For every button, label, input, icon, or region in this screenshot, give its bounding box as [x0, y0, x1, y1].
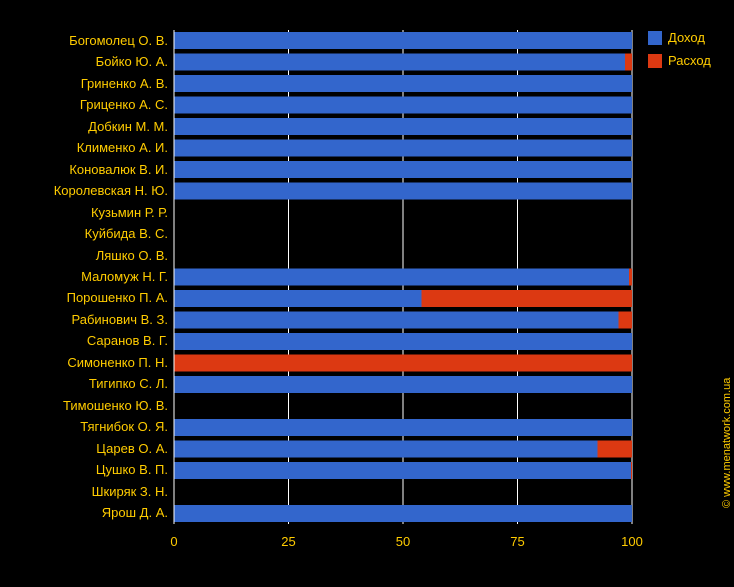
category-label: Гриненко А. В. [80, 75, 168, 91]
bar-expense-19 [597, 440, 632, 458]
category-label: Ляшко О. В. [95, 247, 168, 263]
bar-expense-11 [628, 268, 632, 286]
bar-income-5 [174, 139, 632, 157]
category-label: Маломуж Н. Г. [81, 269, 168, 284]
category-label: Добкин М. М. [88, 118, 168, 134]
category-label: Коновалюк В. И. [69, 161, 168, 177]
category-label: Гриценко А. С. [79, 97, 168, 113]
bar-income-13 [174, 311, 619, 329]
category-label: Бойко Ю. А. [95, 54, 168, 70]
category-label: Богомолец О. В. [69, 32, 168, 48]
tick-label-75: 75 [510, 534, 525, 549]
category-label: Тигипко С. Л. [88, 376, 168, 392]
watermark-text: © www.menatwork.com.ua [721, 377, 733, 508]
bar-income-14 [174, 332, 632, 350]
bar-income-0 [174, 32, 632, 50]
bar-income-6 [174, 161, 632, 179]
bar-expense-15 [174, 354, 632, 372]
category-label: Царев О. А. [96, 440, 168, 456]
bar-expense-12 [421, 289, 632, 307]
bar-income-3 [174, 96, 632, 114]
bar-income-1 [174, 53, 626, 71]
category-label: Ярош Д. А. [101, 505, 168, 521]
tick-label-50: 50 [395, 534, 411, 549]
bar-income-11 [174, 268, 629, 286]
bar-income-18 [174, 418, 632, 436]
legend-item-income: Доход [648, 30, 728, 46]
category-label: Шкиряк З. Н. [91, 483, 168, 499]
bar-income-19 [174, 440, 598, 458]
legend-item-expense: Расход [648, 53, 728, 69]
category-label: Порошенко П. А. [66, 290, 168, 306]
category-label: Королевская Н. Ю. [53, 183, 168, 199]
category-label: Саранов В. Г. [86, 333, 168, 349]
legend-swatch-expense [648, 54, 662, 68]
category-label: Кузьмин Р. Р. [90, 204, 168, 220]
category-label: Тягнибок О. Я. [80, 419, 168, 435]
bar-income-12 [174, 289, 422, 307]
legend-label-income: Доход [668, 30, 705, 45]
bar-income-16 [174, 375, 632, 393]
bar-income-22 [174, 504, 632, 522]
category-label: Симоненко П. Н. [67, 354, 168, 370]
category-label: Цушко В. П. [95, 462, 168, 478]
bar-income-2 [174, 75, 632, 93]
tick-label-100: 100 [621, 534, 643, 549]
category-label: Тимошенко Ю. В. [63, 397, 168, 413]
bar-income-4 [174, 118, 632, 136]
tick-label-0: 0 [170, 534, 178, 549]
bar-expense-13 [618, 311, 632, 329]
category-label: Рабинович В. З. [71, 311, 169, 327]
category-label: Клименко А. И. [76, 140, 168, 156]
bar-expense-1 [625, 53, 632, 71]
bar-income-7 [174, 182, 632, 200]
legend-label-expense: Расход [668, 53, 711, 68]
tick-label-25: 25 [281, 534, 296, 549]
bar-expense-20 [631, 461, 632, 479]
legend-swatch-income [648, 31, 662, 45]
bar-income-20 [174, 461, 632, 479]
category-label: Куйбида В. С. [84, 226, 168, 242]
